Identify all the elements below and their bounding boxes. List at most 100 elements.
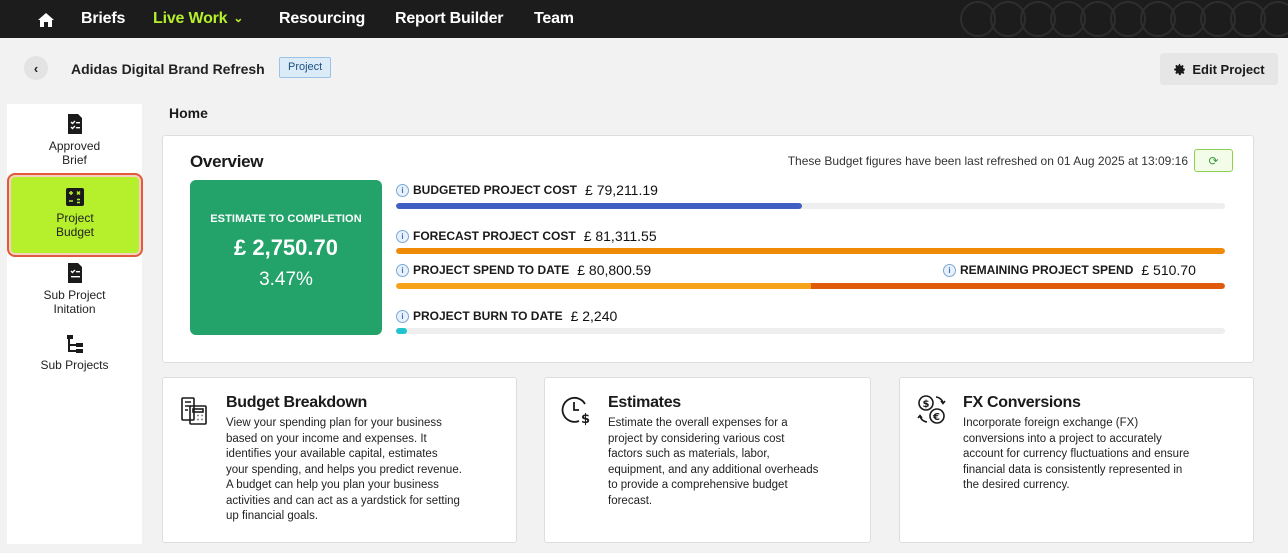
chevron-down-icon: ⌄ <box>233 11 244 25</box>
card-body-line: Estimate the overall expenses for a <box>608 417 788 429</box>
page-title: Home <box>169 105 208 121</box>
etc-value: £ 2,750.70 <box>234 235 338 260</box>
card-body-line: based on your income and expenses. It <box>226 432 427 445</box>
etc-percent: 3.47% <box>259 269 313 290</box>
gear-icon <box>1174 63 1186 75</box>
chevron-left-icon: ‹ <box>33 60 39 76</box>
info-icon[interactable]: i <box>396 309 409 323</box>
card-body-line: account for currency fluctuations and en… <box>963 448 1190 460</box>
card-body-line: Incorporate foreign exchange (FX) <box>963 417 1139 429</box>
overview-title: Overview <box>190 152 264 171</box>
sidebar-item-sub-projects[interactable]: Sub Projects <box>7 334 142 384</box>
info-icon[interactable]: i <box>396 229 409 243</box>
remaining-bar-fill <box>810 283 1225 289</box>
spend-bar-fill <box>396 283 811 289</box>
card-body-line: identifies your available capital, estim… <box>226 448 438 460</box>
card-title: Budget Breakdown <box>226 394 367 411</box>
overview-panel: Overview These Budget figures have been … <box>162 135 1254 363</box>
sidebar-item-sub-project-initation[interactable]: Sub Project Initation <box>7 262 142 322</box>
document-checklist-icon <box>67 114 82 134</box>
sidebar-item-label: Brief <box>62 153 87 167</box>
metric-burn: i PROJECT BURN TO DATE £ 2,240 <box>396 308 617 324</box>
hierarchy-icon <box>66 335 83 353</box>
nav-item-live-work[interactable]: Live Work ⌄ <box>153 10 243 28</box>
sidebar-item-label: Sub Projects <box>40 358 109 372</box>
card-body-line: project by considering various cost <box>608 432 785 445</box>
metric-amount: £ 80,800.59 <box>577 262 652 278</box>
info-icon[interactable]: i <box>396 263 409 277</box>
fx-conversions-card[interactable]: $ € FX Conversions Incorporate foreign e… <box>899 377 1254 543</box>
card-body-line: View your spending plan for your busines… <box>226 417 442 429</box>
card-body: Estimate the overall expenses for a proj… <box>608 416 818 509</box>
sidebar-item-label: Sub Project <box>43 288 106 302</box>
card-body-line: up financial goals. <box>226 510 319 522</box>
nav-item-briefs[interactable]: Briefs <box>81 10 126 27</box>
budgeted-bar <box>396 203 1225 209</box>
back-button[interactable]: ‹ <box>24 56 48 80</box>
sidebar-item-project-budget[interactable]: Project Budget <box>7 173 143 257</box>
card-body-line: your spending, and helps you predict rev… <box>226 463 462 476</box>
budget-breakdown-card[interactable]: Budget Breakdown View your spending plan… <box>162 377 517 543</box>
metric-spend: i PROJECT SPEND TO DATE £ 80,800.59 <box>396 262 651 278</box>
card-body-line: activities and can act as a yardstick fo… <box>226 494 460 507</box>
currency-exchange-icon: $ € <box>917 395 946 424</box>
calculator-icon <box>66 188 84 206</box>
metric-label: FORECAST PROJECT COST <box>413 229 576 243</box>
card-title: Estimates <box>608 394 681 411</box>
info-icon[interactable]: i <box>396 183 409 197</box>
metric-label: PROJECT BURN TO DATE <box>413 309 563 323</box>
budgeted-bar-fill <box>396 203 803 209</box>
nav-item-live-work-label: Live Work <box>153 10 228 27</box>
sidebar-item-approved-brief[interactable]: Approved Brief <box>7 113 142 173</box>
card-body-line: forecast. <box>608 494 653 507</box>
card-body-line: conversions into a project to accurately <box>963 432 1162 445</box>
spend-remaining-bar <box>396 283 1225 289</box>
sidebar-item-label: Budget <box>55 225 95 239</box>
metric-budgeted: i BUDGETED PROJECT COST £ 79,211.19 <box>396 182 658 198</box>
metric-label: BUDGETED PROJECT COST <box>413 183 578 197</box>
estimates-card[interactable]: $ Estimates Estimate the overall expense… <box>544 377 871 543</box>
card-body-line: financial data is consistently represent… <box>963 463 1183 476</box>
card-body-line: equipment, and any additional overheads <box>608 463 819 476</box>
metric-label: PROJECT SPEND TO DATE <box>413 263 570 277</box>
refresh-status-text: These Budget figures have been last refr… <box>787 154 1188 168</box>
estimate-to-completion-card: ESTIMATE TO COMPLETION £ 2,750.70 3.47% <box>190 180 382 335</box>
forecast-bar-fill <box>396 248 1225 254</box>
metric-amount: £ 81,311.55 <box>583 228 657 244</box>
etc-label: ESTIMATE TO COMPLETION <box>210 213 362 225</box>
svg-text:€: € <box>932 412 940 423</box>
metric-amount: £ 510.70 <box>1141 262 1196 278</box>
card-body-line: A budget can help you plan your business <box>226 479 439 491</box>
sidebar-item-label: Project <box>56 211 94 225</box>
budget-calculator-icon <box>181 397 207 425</box>
edit-project-button[interactable]: Edit Project <box>1160 53 1278 85</box>
nav-item-resourcing[interactable]: Resourcing <box>279 10 366 27</box>
forecast-bar <box>396 248 1225 254</box>
refresh-button[interactable]: ⟳ <box>1194 149 1233 172</box>
svg-text:$: $ <box>923 399 930 410</box>
home-icon[interactable] <box>36 11 56 29</box>
document-list-icon <box>67 263 82 283</box>
metric-amount: £ 79,211.19 <box>585 182 658 198</box>
card-body: View your spending plan for your busines… <box>226 416 462 525</box>
sidebar-item-label: Initation <box>53 302 96 316</box>
card-body-line: to provide a comprehensive budget <box>608 479 788 491</box>
sidebar-item-label: Approved <box>48 139 101 153</box>
edit-project-label: Edit Project <box>1192 61 1265 77</box>
nav-item-team[interactable]: Team <box>534 10 574 27</box>
nav-item-report-builder[interactable]: Report Builder <box>395 10 504 27</box>
info-icon[interactable]: i <box>943 263 956 277</box>
clock-dollar-icon: $ <box>561 397 590 427</box>
project-type-badge: Project <box>279 57 332 78</box>
metric-label: REMAINING PROJECT SPEND <box>960 263 1134 277</box>
burn-bar <box>396 328 1225 334</box>
sidebar: Approved Brief Project Budget Sub Projec… <box>7 104 143 544</box>
card-title: FX Conversions <box>963 394 1081 411</box>
svg-text:$: $ <box>581 412 590 427</box>
metric-remaining: i REMAINING PROJECT SPEND £ 510.70 <box>943 262 1196 278</box>
top-nav: Briefs Live Work ⌄ Resourcing Report Buil… <box>0 0 1288 38</box>
burn-bar-fill <box>396 328 407 334</box>
card-body-line: factors such as materials, labor, <box>608 448 770 460</box>
project-title: Adidas Digital Brand Refresh <box>71 61 265 77</box>
refresh-icon: ⟳ <box>1208 153 1219 168</box>
